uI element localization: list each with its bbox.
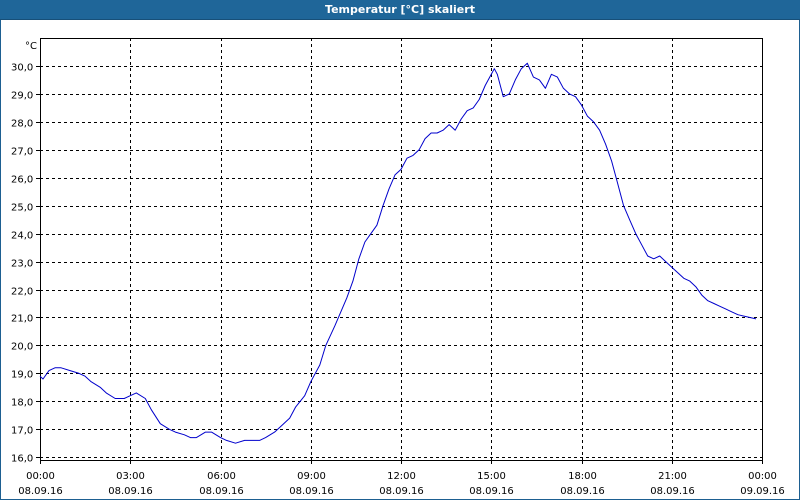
y-tick-label: 30,0 (11, 63, 33, 74)
x-tick-date-label: 08.09.16 (199, 486, 244, 497)
x-tick-time-label: 09:00 (297, 471, 326, 482)
x-tick-time-label: 15:00 (477, 471, 506, 482)
y-tick-label: 24,0 (11, 231, 33, 242)
x-tick-date-label: 08.09.16 (379, 486, 424, 497)
y-tick-label: 28,0 (11, 119, 33, 130)
y-tick-label: 23,0 (11, 259, 33, 270)
y-tick-label: 20,0 (11, 342, 33, 353)
y-tick-label: 22,0 (11, 287, 33, 298)
y-tick-label: 25,0 (11, 203, 33, 214)
x-tick-date-label: 08.09.16 (108, 486, 153, 497)
plot-border (40, 38, 763, 461)
y-tick-label: 29,0 (11, 91, 33, 102)
x-tick-date-label: 08.09.16 (469, 486, 514, 497)
y-tick-label: 17,0 (11, 426, 33, 437)
x-tick-time-label: 18:00 (568, 471, 597, 482)
x-tick-time-label: 03:00 (116, 471, 145, 482)
x-tick-time-label: 06:00 (207, 471, 236, 482)
x-tick-time-label: 21:00 (658, 471, 687, 482)
grid-layer (36, 38, 763, 464)
y-axis-unit-label: °C (25, 41, 37, 52)
y-tick-labels: 16,0 17,0 18,0 19,0 20,0 21,0 22,0 23,0 24,0 25,0… (11, 63, 33, 465)
temperature-series-line (39, 62, 757, 444)
y-tick-label: 26,0 (11, 175, 33, 186)
x-tick-date-label: 08.09.16 (289, 486, 334, 497)
x-tick-labels: 00:00 08.09.16 03:00 08.09.16 06:00 08.09.16 0… (18, 471, 785, 497)
x-tick-time-label: 12:00 (387, 471, 416, 482)
series-layer (39, 62, 757, 444)
y-tick-label: 19,0 (11, 370, 33, 381)
x-tick-date-label: 08.09.16 (650, 486, 695, 497)
x-tick-date-label: 09.09.16 (740, 486, 785, 497)
y-tick-label: 21,0 (11, 314, 33, 325)
y-tick-label: 27,0 (11, 147, 33, 158)
window-title: Temperatur [°C] skaliert (0, 0, 800, 20)
x-tick-date-label: 08.09.16 (560, 486, 605, 497)
x-tick-time-label: 00:00 (26, 471, 55, 482)
y-tick-label: 16,0 (11, 454, 33, 465)
x-tick-time-label: 00:00 (748, 471, 777, 482)
y-tick-label: 18,0 (11, 398, 33, 409)
x-tick-date-label: 08.09.16 (18, 486, 63, 497)
